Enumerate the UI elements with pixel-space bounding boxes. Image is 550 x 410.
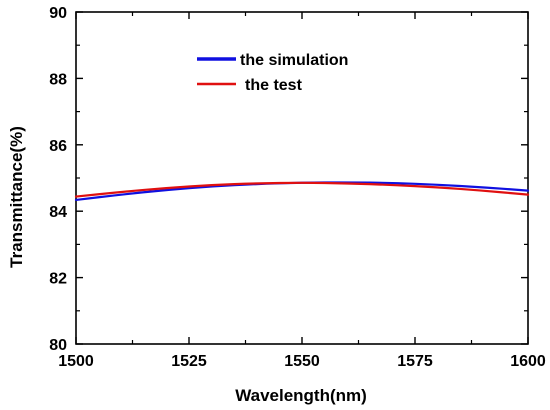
series-line-simulation [74, 181, 530, 202]
series-lines [74, 181, 530, 202]
legend: the simulation the test [197, 52, 348, 94]
y-tick-label: 88 [49, 71, 67, 88]
series-line-test [74, 181, 530, 198]
legend-label: the simulation [240, 52, 348, 69]
y-tick-label: 82 [49, 271, 67, 288]
y-tick-label: 86 [49, 138, 67, 155]
legend-label: the test [245, 77, 303, 94]
x-tick-label: 1600 [510, 353, 546, 370]
y-tick-label: 80 [49, 337, 67, 354]
x-tick-label: 1575 [397, 353, 433, 370]
y-axis-label: Transmittance(%) [7, 126, 26, 268]
y-tick-label: 90 [49, 5, 67, 22]
x-tick-label: 1500 [58, 353, 94, 370]
x-tick-label: 1550 [284, 353, 320, 370]
axis-ticks: 1500 1525 1550 1575 1600 80 82 84 86 88 90 [49, 5, 546, 370]
y-tick-label: 84 [49, 204, 67, 221]
x-tick-label: 1525 [171, 353, 207, 370]
x-axis-label: Wavelength(nm) [235, 386, 367, 405]
